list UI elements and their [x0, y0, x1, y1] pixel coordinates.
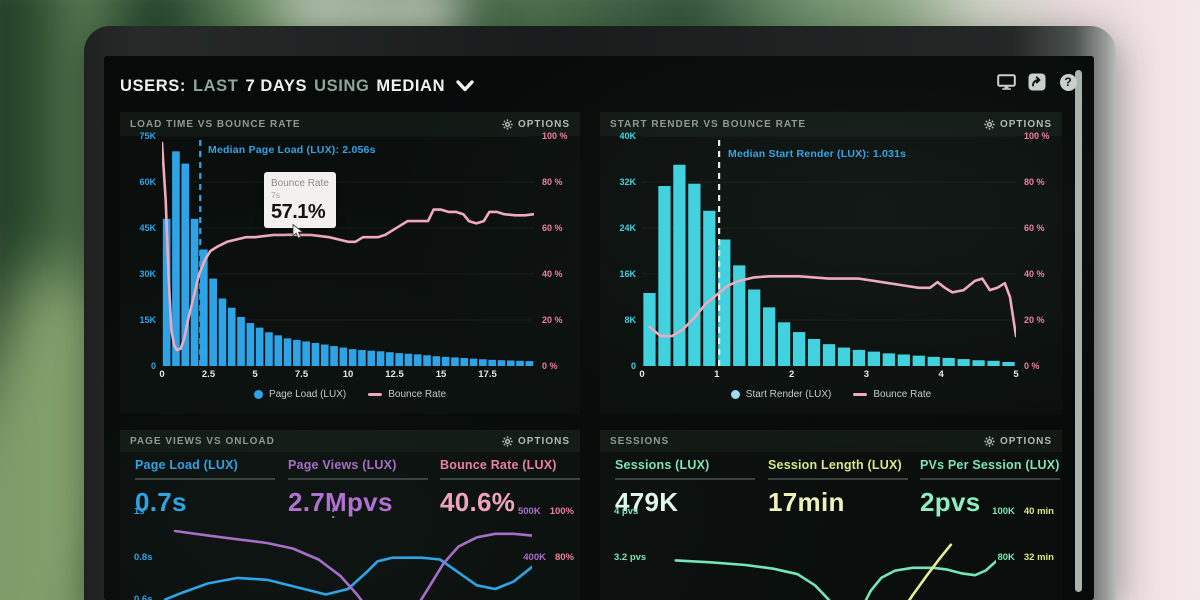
stat-bounce-rate: Bounce Rate (LUX) 40.6%	[440, 458, 585, 518]
gear-icon	[984, 435, 995, 447]
histogram-start-render[interactable]	[642, 136, 1016, 366]
legend-dot-icon	[253, 390, 263, 399]
options-button[interactable]: OPTIONS	[502, 436, 570, 447]
median-annotation: Median Start Render (LUX): 1.031s	[728, 148, 907, 160]
tooltip-subtitle: 7s	[271, 190, 280, 200]
panel-title: SESSIONS	[610, 435, 670, 447]
y-axis-right: 100 % 80 % 60 % 40 % 20 % 0 %	[542, 131, 568, 371]
tooltip-title: Bounce Rate	[271, 178, 329, 189]
days-label: 7 DAYS	[245, 76, 308, 95]
y-tick: 4 pvs	[614, 506, 639, 517]
legend-start-render[interactable]: Start Render (LUX)	[730, 389, 831, 400]
panel-title: LOAD TIME VS BOUNCE RATE	[130, 118, 301, 130]
mouse-cursor-icon	[292, 223, 305, 244]
options-button[interactable]: OPTIONS	[984, 119, 1052, 130]
line-chart-sessions[interactable]	[648, 508, 996, 600]
chevron-down-icon[interactable]	[456, 80, 474, 92]
last-label: LAST	[192, 76, 239, 95]
display-icon[interactable]	[996, 72, 1016, 92]
legend-line-icon	[368, 393, 383, 396]
panel-header: START RENDER VS BOUNCE RATE OPTIONS	[600, 112, 1062, 136]
stat-page-load: Page Load (LUX) 0.7s	[135, 458, 280, 518]
y-tick-right: 80K 32 min	[997, 552, 1054, 563]
bounce-rate-tooltip: Bounce Rate 7s 57.1%	[264, 172, 336, 228]
legend-bounce-rate[interactable]: Bounce Rate	[368, 389, 446, 400]
options-button[interactable]: OPTIONS	[502, 119, 570, 130]
legend-dot-icon	[730, 390, 740, 399]
y-tick-right: 500K 100%	[517, 506, 574, 517]
legend-bounce-rate[interactable]: Bounce Rate	[853, 389, 931, 400]
panel-page-views-vs-onload: PAGE VIEWS VS ONLOAD OPTIONS Page Load (…	[120, 430, 580, 600]
y-tick: 0.8s	[134, 552, 153, 563]
line-chart-page-views[interactable]	[164, 508, 532, 600]
panel-header: SESSIONS OPTIONS	[600, 430, 1062, 452]
y-axis-left: 40K 32K 24K 16K 8K 0	[619, 131, 636, 371]
chart-legend: Start Render (LUX) Bounce Rate	[600, 389, 1062, 400]
help-icon[interactable]: ?	[1058, 72, 1078, 92]
gear-icon	[502, 118, 513, 130]
chart-legend: Page Load (LUX) Bounce Rate	[120, 389, 580, 400]
y-tick-right: 400K 80%	[523, 552, 574, 563]
header-toolbar: ?	[996, 72, 1078, 92]
panel-title: PAGE VIEWS VS ONLOAD	[130, 435, 275, 447]
legend-line-icon	[853, 393, 868, 396]
options-button[interactable]: OPTIONS	[984, 436, 1052, 447]
gear-icon	[984, 118, 995, 130]
stat-session-length: Session Length (LUX) 17min	[768, 458, 913, 518]
panel-title: START RENDER VS BOUNCE RATE	[610, 118, 807, 130]
users-label: USERS:	[120, 76, 186, 95]
dashboard-screen: USERS: LAST 7 DAYS USING MEDIAN ?	[104, 56, 1094, 600]
date-range-selector[interactable]: USERS: LAST 7 DAYS USING MEDIAN	[120, 72, 481, 100]
y-tick: 1s	[134, 506, 145, 517]
tooltip-value: 57.1%	[271, 201, 326, 223]
laptop: USERS: LAST 7 DAYS USING MEDIAN ?	[84, 26, 1116, 600]
share-icon[interactable]	[1027, 72, 1047, 92]
histogram-load-time[interactable]	[162, 136, 534, 366]
y-axis-left: 75K 60K 45K 30K 15K 0	[139, 131, 156, 371]
stat-sessions: Sessions (LUX) 479K	[615, 458, 760, 518]
scrollbar-thumb[interactable]	[1075, 70, 1082, 592]
panel-start-render-vs-bounce-rate: START RENDER VS BOUNCE RATE OPTIONS 40K 3…	[600, 112, 1062, 414]
stat-pvs-per-session: PVs Per Session (LUX) 2pvs	[920, 458, 1060, 517]
using-label: USING	[314, 76, 370, 95]
legend-page-load[interactable]: Page Load (LUX)	[253, 389, 346, 400]
median-label: MEDIAN	[376, 76, 446, 95]
y-tick: 0.6s	[134, 594, 153, 600]
panel-sessions: SESSIONS OPTIONS Sessions (LUX) 479K Ses…	[600, 430, 1062, 600]
gear-icon	[502, 435, 513, 447]
panel-header: LOAD TIME VS BOUNCE RATE OPTIONS	[120, 112, 580, 136]
y-tick-right: 100K 40 min	[992, 506, 1054, 517]
stat-page-views: Page Views (LUX) 2.7Mpvs	[288, 458, 433, 518]
panel-header: PAGE VIEWS VS ONLOAD OPTIONS	[120, 430, 580, 452]
y-tick: 3.2 pvs	[614, 552, 647, 563]
x-axis: 0 2.5 5 7.5 10 12.5 15 17.5	[159, 369, 497, 380]
panel-load-time-vs-bounce-rate: LOAD TIME VS BOUNCE RATE OPTIONS 75K 60K 4…	[120, 112, 580, 414]
median-annotation: Median Page Load (LUX): 2.056s	[208, 144, 376, 156]
y-axis-right: 100 % 80 % 60 % 40 % 20 % 0 %	[1024, 131, 1050, 371]
